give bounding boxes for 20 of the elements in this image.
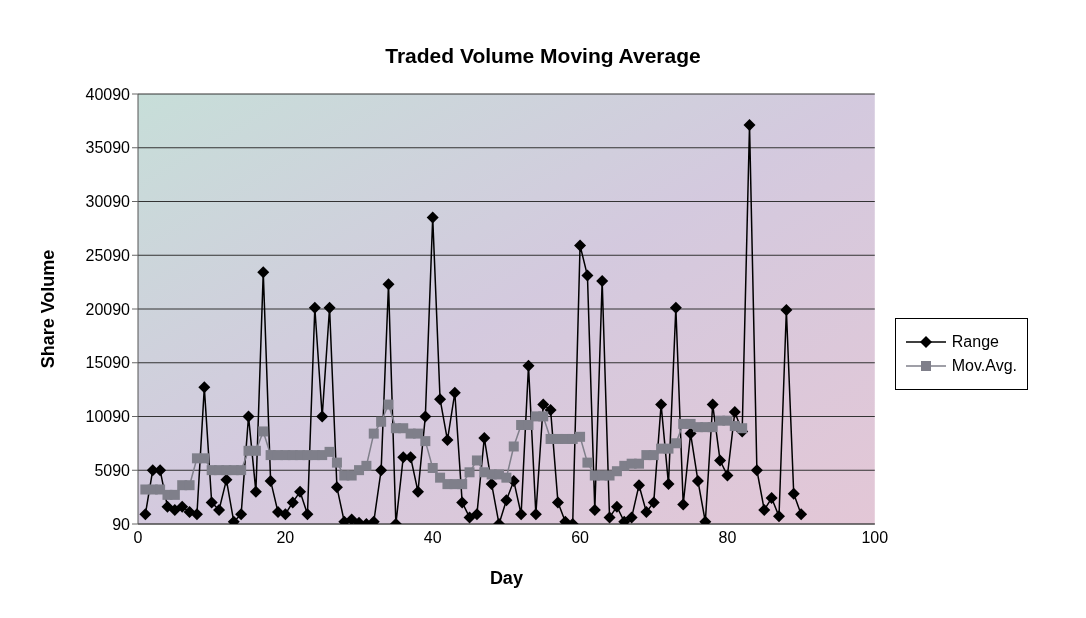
x-axis-title: Day (489, 568, 523, 588)
y-tick-label: 35090 (85, 139, 131, 157)
x-tick-label: 100 (861, 529, 889, 547)
legend-label: Range (951, 333, 999, 351)
y-tick-label: 40090 (85, 85, 131, 103)
y-tick-label: 30090 (85, 193, 131, 211)
x-tick-label: 40 (423, 529, 442, 547)
y-tick-label: 90 (112, 515, 131, 533)
y-tick-label: 15090 (85, 354, 131, 372)
y-axis-title: Share Volume (38, 249, 59, 369)
x-tick-label: 20 (276, 529, 295, 547)
legend-label: Mov.Avg. (951, 357, 1017, 375)
chart-title: Traded Volume Moving Average (384, 43, 702, 69)
y-tick-label: 25090 (85, 246, 131, 264)
y-tick-label: 20090 (85, 300, 131, 318)
y-tick-label: 5090 (94, 461, 131, 479)
x-tick-label: 80 (718, 529, 737, 547)
y-tick-label: 10090 (85, 408, 131, 426)
x-tick-label: 0 (133, 529, 143, 547)
x-tick-label: 60 (571, 529, 590, 547)
